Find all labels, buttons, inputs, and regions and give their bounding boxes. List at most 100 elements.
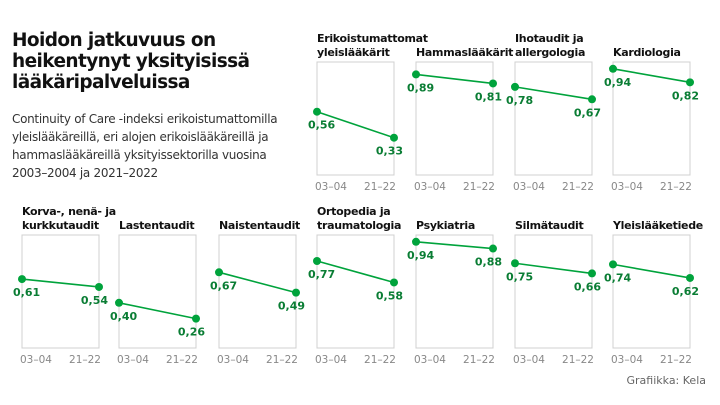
x-tick-label: 21–22 [364,354,396,366]
data-label: 0,81 [475,90,502,103]
panel-title: yleislääkärit [317,46,390,59]
data-point [313,107,321,116]
panel-title: Erikoistumattomat [317,32,428,45]
panel-title: Hammaslääkärit [416,46,513,59]
x-tick-label: 21–22 [266,354,298,366]
panel-title: Yleislääketiede [612,219,703,232]
data-label: 0,66 [574,280,601,293]
panel-frame [21,234,100,349]
data-label: 0,40 [110,310,137,323]
data-label: 0,89 [407,81,434,94]
x-tick-label: 21–22 [660,354,692,366]
page-subtitle: Continuity of Care -indeksi erikoistumat… [12,112,278,180]
x-tick-label: 21–22 [364,181,396,193]
data-point [412,70,420,79]
data-label: 0,75 [506,270,533,283]
panel-frame [612,61,691,176]
series-line [21,278,100,288]
panel-title: kurkkutaudit [22,219,99,232]
data-label: 0,94 [407,249,434,262]
x-tick-label: 21–22 [562,181,594,193]
data-label: 0,67 [210,279,237,292]
panel-title: Lastentaudit [119,219,194,232]
data-point [588,95,596,104]
panel-frame [415,61,494,176]
data-point [390,278,398,287]
panel-title: Naistentaudit [219,219,300,232]
panel-title: Ihotaudit ja [515,32,583,45]
panel-frame [415,234,494,349]
x-tick-label: 21–22 [166,354,198,366]
panel-title: traumatologia [317,219,401,232]
data-point [115,298,123,307]
x-tick-label: 21–22 [660,181,692,193]
series-line [514,262,593,275]
data-point [588,269,596,278]
data-label: 0,33 [376,145,403,158]
data-point [292,288,300,297]
panel-title: Kardiologia [613,46,681,59]
data-label: 0,67 [574,106,601,119]
x-tick-label: 03–04 [513,354,545,366]
panel-title: allergologia [515,46,585,59]
data-label: 0,62 [672,285,699,298]
x-tick-label: 03–04 [414,181,446,193]
series-line [415,240,494,250]
series-line [316,110,395,139]
data-label: 0,56 [308,119,335,132]
panel-frame [514,61,593,176]
x-tick-label: 03–04 [414,354,446,366]
data-point [18,275,26,284]
data-point [609,260,617,269]
series-line [218,271,297,294]
data-point [390,133,398,142]
panel-title: Psykiatria [416,219,475,232]
panel-frame [316,234,395,349]
x-tick-label: 21–22 [463,181,495,193]
x-tick-label: 03–04 [315,354,347,366]
data-label: 0,49 [278,300,305,313]
series-line [612,263,691,279]
series-line [415,73,494,85]
data-label: 0,58 [376,289,403,302]
data-point [215,268,223,277]
series-line [316,260,395,284]
data-point [489,79,497,88]
data-label: 0,54 [81,294,108,307]
data-point [686,78,694,87]
series-line [118,302,197,320]
x-tick-label: 03–04 [611,354,643,366]
series-line [612,67,691,84]
data-point [686,273,694,282]
panel-title: Ortopedia ja [317,205,390,218]
x-tick-label: 21–22 [69,354,101,366]
data-point [609,64,617,73]
x-tick-label: 03–04 [217,354,249,366]
data-point [412,237,420,246]
data-point [192,314,200,323]
panel-frame [612,234,691,349]
panel-frame [316,61,395,176]
data-point [489,244,497,253]
panel-title: Silmätaudit [515,219,584,232]
data-point [511,259,519,268]
data-point [511,82,519,91]
x-tick-label: 03–04 [315,181,347,193]
x-tick-label: 21–22 [562,354,594,366]
credit: Grafiikka: Kela [626,374,707,387]
data-label: 0,78 [506,94,533,107]
data-label: 0,77 [308,268,335,281]
panel-title: Korva-, nenä- ja [22,205,116,218]
series-line [514,86,593,101]
x-tick-label: 03–04 [611,181,643,193]
data-label: 0,82 [672,89,699,102]
data-point [95,282,103,291]
panel-frame [514,234,593,349]
x-tick-label: 03–04 [513,181,545,193]
data-label: 0,26 [178,326,205,339]
data-label: 0,61 [13,286,40,299]
data-label: 0,74 [604,271,631,284]
data-label: 0,94 [604,76,631,89]
